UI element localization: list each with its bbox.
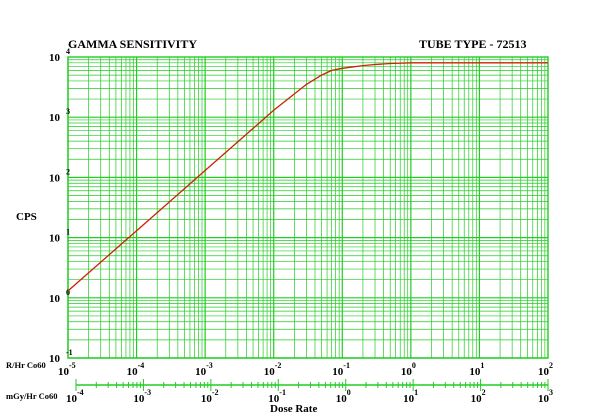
- secondary-x-tick-label-exponent: -4: [77, 388, 84, 397]
- y-tick-label: 10 2: [49, 167, 70, 184]
- x-tick-label-base: 10: [195, 366, 207, 378]
- secondary-x-tick-label-base: 10: [336, 393, 348, 405]
- secondary-x-tick-label-base: 10: [538, 393, 550, 405]
- x-tick-label-base: 10: [127, 366, 139, 378]
- x-tick-label-base: 10: [469, 366, 481, 378]
- secondary-x-axis-label: mGy/Hr Co60: [6, 391, 58, 401]
- secondary-x-tick-label: 10-2: [201, 388, 219, 405]
- y-axis-label: CPS: [16, 211, 37, 223]
- x-tick-label-exponent: -5: [69, 361, 76, 370]
- secondary-x-tick-label: 10-4: [66, 388, 84, 405]
- x-tick-label: 10-2: [264, 361, 282, 378]
- secondary-x-tick-label: 100: [336, 388, 351, 405]
- secondary-x-tick-label-exponent: 1: [414, 388, 418, 397]
- x-tick-label-exponent: 2: [549, 361, 553, 370]
- secondary-x-tick-label-base: 10: [403, 393, 415, 405]
- primary-x-axis-label: R/Hr Co60: [6, 360, 46, 370]
- x-tick-label-base: 10: [538, 366, 550, 378]
- x-axis-label: Dose Rate: [270, 403, 317, 415]
- x-tick-label-base: 10: [401, 366, 413, 378]
- secondary-x-tick-label: 101: [403, 388, 418, 405]
- secondary-x-tick-label-base: 10: [268, 393, 280, 405]
- y-tick-label-exponent: 4: [66, 47, 70, 56]
- tick-labels: 10-110010110210310410-510-410-310-210-11…: [49, 47, 553, 405]
- x-tick-label: 101: [469, 361, 484, 378]
- y-tick-label-exponent: 1: [66, 228, 70, 237]
- secondary-x-tick-label-exponent: 3: [549, 388, 553, 397]
- y-tick-label-exponent: 2: [66, 167, 70, 176]
- secondary-x-tick-label: 10-3: [133, 388, 151, 405]
- secondary-x-tick-label-base: 10: [471, 393, 483, 405]
- secondary-x-axis: [75, 379, 549, 391]
- x-tick-label: 102: [538, 361, 553, 378]
- secondary-x-tick-label-base: 10: [133, 393, 145, 405]
- secondary-x-tick-label: 102: [471, 388, 486, 405]
- y-tick-label: 10 3: [49, 107, 70, 124]
- x-tick-label: 10-5: [58, 361, 76, 378]
- y-tick-label-exponent: 0: [66, 288, 70, 297]
- x-tick-label-base: 10: [58, 366, 70, 378]
- y-tick-label-base: 10: [49, 233, 61, 245]
- secondary-x-tick-label-base: 10: [66, 393, 78, 405]
- y-tick-label: 10 -1: [49, 348, 73, 365]
- x-tick-label-exponent: 0: [412, 361, 416, 370]
- x-tick-label-exponent: -4: [138, 361, 145, 370]
- y-tick-label-exponent: -1: [66, 348, 73, 357]
- chart-title-left: GAMMA SENSITIVITY: [68, 37, 197, 51]
- secondary-x-tick-label-exponent: 2: [482, 388, 486, 397]
- x-tick-label-exponent: -3: [206, 361, 213, 370]
- secondary-x-tick-label: 103: [538, 388, 553, 405]
- y-tick-label: 10 4: [49, 47, 70, 64]
- secondary-x-tick-label-exponent: -2: [212, 388, 219, 397]
- plot-grid: [67, 56, 549, 359]
- secondary-x-tick-label-base: 10: [201, 393, 213, 405]
- secondary-x-tick-label-exponent: -1: [279, 388, 286, 397]
- secondary-x-tick-label-exponent: 0: [347, 388, 351, 397]
- y-tick-label: 10 1: [49, 228, 70, 245]
- x-tick-label-base: 10: [332, 366, 344, 378]
- y-tick-label-base: 10: [49, 353, 61, 365]
- secondary-x-tick-label: 10-1: [268, 388, 286, 405]
- series-line: [67, 62, 548, 292]
- y-tick-label-base: 10: [49, 293, 61, 305]
- x-tick-label: 10-1: [332, 361, 350, 378]
- y-tick-label-base: 10: [49, 112, 61, 124]
- x-tick-label-exponent: -2: [275, 361, 282, 370]
- x-tick-label-base: 10: [264, 366, 276, 378]
- x-tick-label-exponent: -1: [343, 361, 350, 370]
- y-tick-label-base: 10: [49, 52, 61, 64]
- series-group: [67, 62, 548, 292]
- y-tick-label-base: 10: [49, 172, 61, 184]
- x-tick-label: 10-4: [127, 361, 145, 378]
- x-tick-label: 10-3: [195, 361, 213, 378]
- secondary-x-tick-label-exponent: -3: [144, 388, 151, 397]
- y-tick-label-exponent: 3: [66, 107, 70, 116]
- chart-title-right: TUBE TYPE - 72513: [419, 37, 526, 51]
- y-tick-label: 10 0: [49, 288, 70, 305]
- x-tick-label: 100: [401, 361, 416, 378]
- x-tick-label-exponent: 1: [480, 361, 484, 370]
